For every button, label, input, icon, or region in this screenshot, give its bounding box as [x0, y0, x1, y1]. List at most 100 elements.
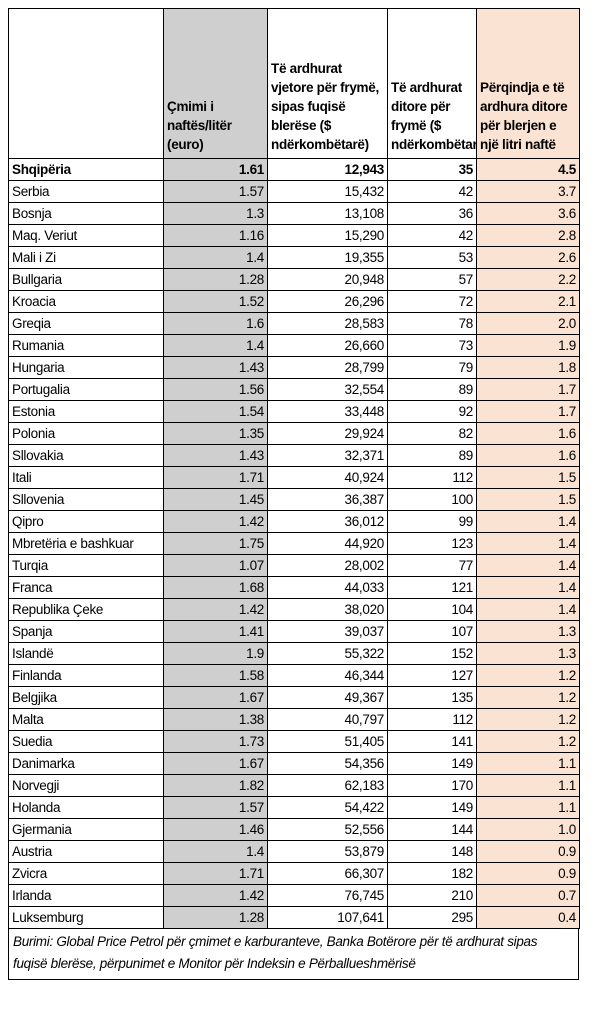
country-cell: Estonia	[8, 400, 164, 423]
country-cell: Malta	[8, 708, 164, 731]
table-row: Belgjika 1.67 49,367 135 1.2	[8, 686, 580, 709]
value-cell: 127	[387, 664, 477, 687]
value-cell: 1.43	[163, 356, 268, 379]
country-cell: Serbia	[8, 180, 164, 203]
value-cell: 26,660	[267, 334, 388, 357]
value-cell: 26,296	[267, 290, 388, 313]
value-cell: 1.42	[163, 598, 268, 621]
value-cell: 1.4	[476, 510, 580, 533]
value-cell: 1.4	[163, 334, 268, 357]
country-cell: Republika Çeke	[8, 598, 164, 621]
value-cell: 1.16	[163, 224, 268, 247]
country-cell: Polonia	[8, 422, 164, 445]
value-cell: 1.5	[476, 488, 580, 511]
value-cell: 1.71	[163, 466, 268, 489]
country-cell: Danimarka	[8, 752, 164, 775]
value-cell: 53	[387, 246, 477, 269]
country-cell: Qipro	[8, 510, 164, 533]
value-cell: 100	[387, 488, 477, 511]
country-cell: Bullgaria	[8, 268, 164, 291]
country-cell: Franca	[8, 576, 164, 599]
value-cell: 38,020	[267, 598, 388, 621]
country-cell: Islandë	[8, 642, 164, 665]
table-row: Itali 1.71 40,924 112 1.5	[8, 466, 580, 489]
value-cell: 53,879	[267, 840, 388, 863]
value-cell: 13,108	[267, 202, 388, 225]
value-cell: 57	[387, 268, 477, 291]
value-cell: 121	[387, 576, 477, 599]
value-cell: 1.56	[163, 378, 268, 401]
country-cell: Sllovenia	[8, 488, 164, 511]
value-cell: 29,924	[267, 422, 388, 445]
value-cell: 99	[387, 510, 477, 533]
value-cell: 36,012	[267, 510, 388, 533]
value-cell: 92	[387, 400, 477, 423]
value-cell: 1.57	[163, 180, 268, 203]
value-cell: 15,432	[267, 180, 388, 203]
value-cell: 2.2	[476, 268, 580, 291]
country-cell: Austria	[8, 840, 164, 863]
table-row: Bullgaria 1.28 20,948 57 2.2	[8, 268, 580, 291]
value-cell: 144	[387, 818, 477, 841]
value-cell: 39,037	[267, 620, 388, 643]
value-cell: 3.6	[476, 202, 580, 225]
table-row: Gjermania 1.46 52,556 144 1.0	[8, 818, 580, 841]
country-cell: Luksemburg	[8, 906, 164, 929]
value-cell: 1.6	[163, 312, 268, 335]
table-row: Polonia 1.35 29,924 82 1.6	[8, 422, 580, 445]
value-cell: 1.46	[163, 818, 268, 841]
value-cell: 42	[387, 180, 477, 203]
value-cell: 78	[387, 312, 477, 335]
country-cell: Spanja	[8, 620, 164, 643]
value-cell: 1.43	[163, 444, 268, 467]
value-cell: 62,183	[267, 774, 388, 797]
value-cell: 35	[387, 158, 477, 181]
value-cell: 33,448	[267, 400, 388, 423]
source-note: Burimi: Global Price Petrol për çmimet e…	[8, 929, 579, 980]
value-cell: 40,924	[267, 466, 388, 489]
table-row: Maq. Veriut 1.16 15,290 42 2.8	[8, 224, 580, 247]
value-cell: 0.9	[476, 840, 580, 863]
value-cell: 1.75	[163, 532, 268, 555]
value-cell: 1.82	[163, 774, 268, 797]
value-cell: 1.8	[476, 356, 580, 379]
country-cell: Suedia	[8, 730, 164, 753]
header-cell: Përqindja e të ardhura ditore për blerje…	[476, 8, 580, 159]
value-cell: 1.9	[163, 642, 268, 665]
value-cell: 1.07	[163, 554, 268, 577]
value-cell: 12,943	[267, 158, 388, 181]
value-cell: 82	[387, 422, 477, 445]
value-cell: 54,422	[267, 796, 388, 819]
table-row: Holanda 1.57 54,422 149 1.1	[8, 796, 580, 819]
table-row: Franca 1.68 44,033 121 1.4	[8, 576, 580, 599]
value-cell: 15,290	[267, 224, 388, 247]
value-cell: 1.38	[163, 708, 268, 731]
table-row: Sllovenia 1.45 36,387 100 1.5	[8, 488, 580, 511]
table-row: Serbia 1.57 15,432 42 3.7	[8, 180, 580, 203]
value-cell: 1.2	[476, 664, 580, 687]
value-cell: 1.4	[476, 554, 580, 577]
country-cell: Irlanda	[8, 884, 164, 907]
value-cell: 1.0	[476, 818, 580, 841]
value-cell: 40,797	[267, 708, 388, 731]
value-cell: 66,307	[267, 862, 388, 885]
value-cell: 1.3	[163, 202, 268, 225]
value-cell: 1.7	[476, 378, 580, 401]
value-cell: 141	[387, 730, 477, 753]
value-cell: 0.7	[476, 884, 580, 907]
value-cell: 1.67	[163, 686, 268, 709]
table-row: Republika Çeke 1.42 38,020 104 1.4	[8, 598, 580, 621]
value-cell: 1.73	[163, 730, 268, 753]
table-row: Irlanda 1.42 76,745 210 0.7	[8, 884, 580, 907]
value-cell: 148	[387, 840, 477, 863]
country-cell: Portugalia	[8, 378, 164, 401]
value-cell: 1.42	[163, 884, 268, 907]
table-row: Shqipëria 1.61 12,943 35 4.5	[8, 158, 580, 181]
value-cell: 1.1	[476, 796, 580, 819]
country-cell: Mbretëria e bashkuar	[8, 532, 164, 555]
country-cell: Shqipëria	[8, 158, 164, 181]
value-cell: 44,033	[267, 576, 388, 599]
value-cell: 152	[387, 642, 477, 665]
value-cell: 72	[387, 290, 477, 313]
value-cell: 210	[387, 884, 477, 907]
